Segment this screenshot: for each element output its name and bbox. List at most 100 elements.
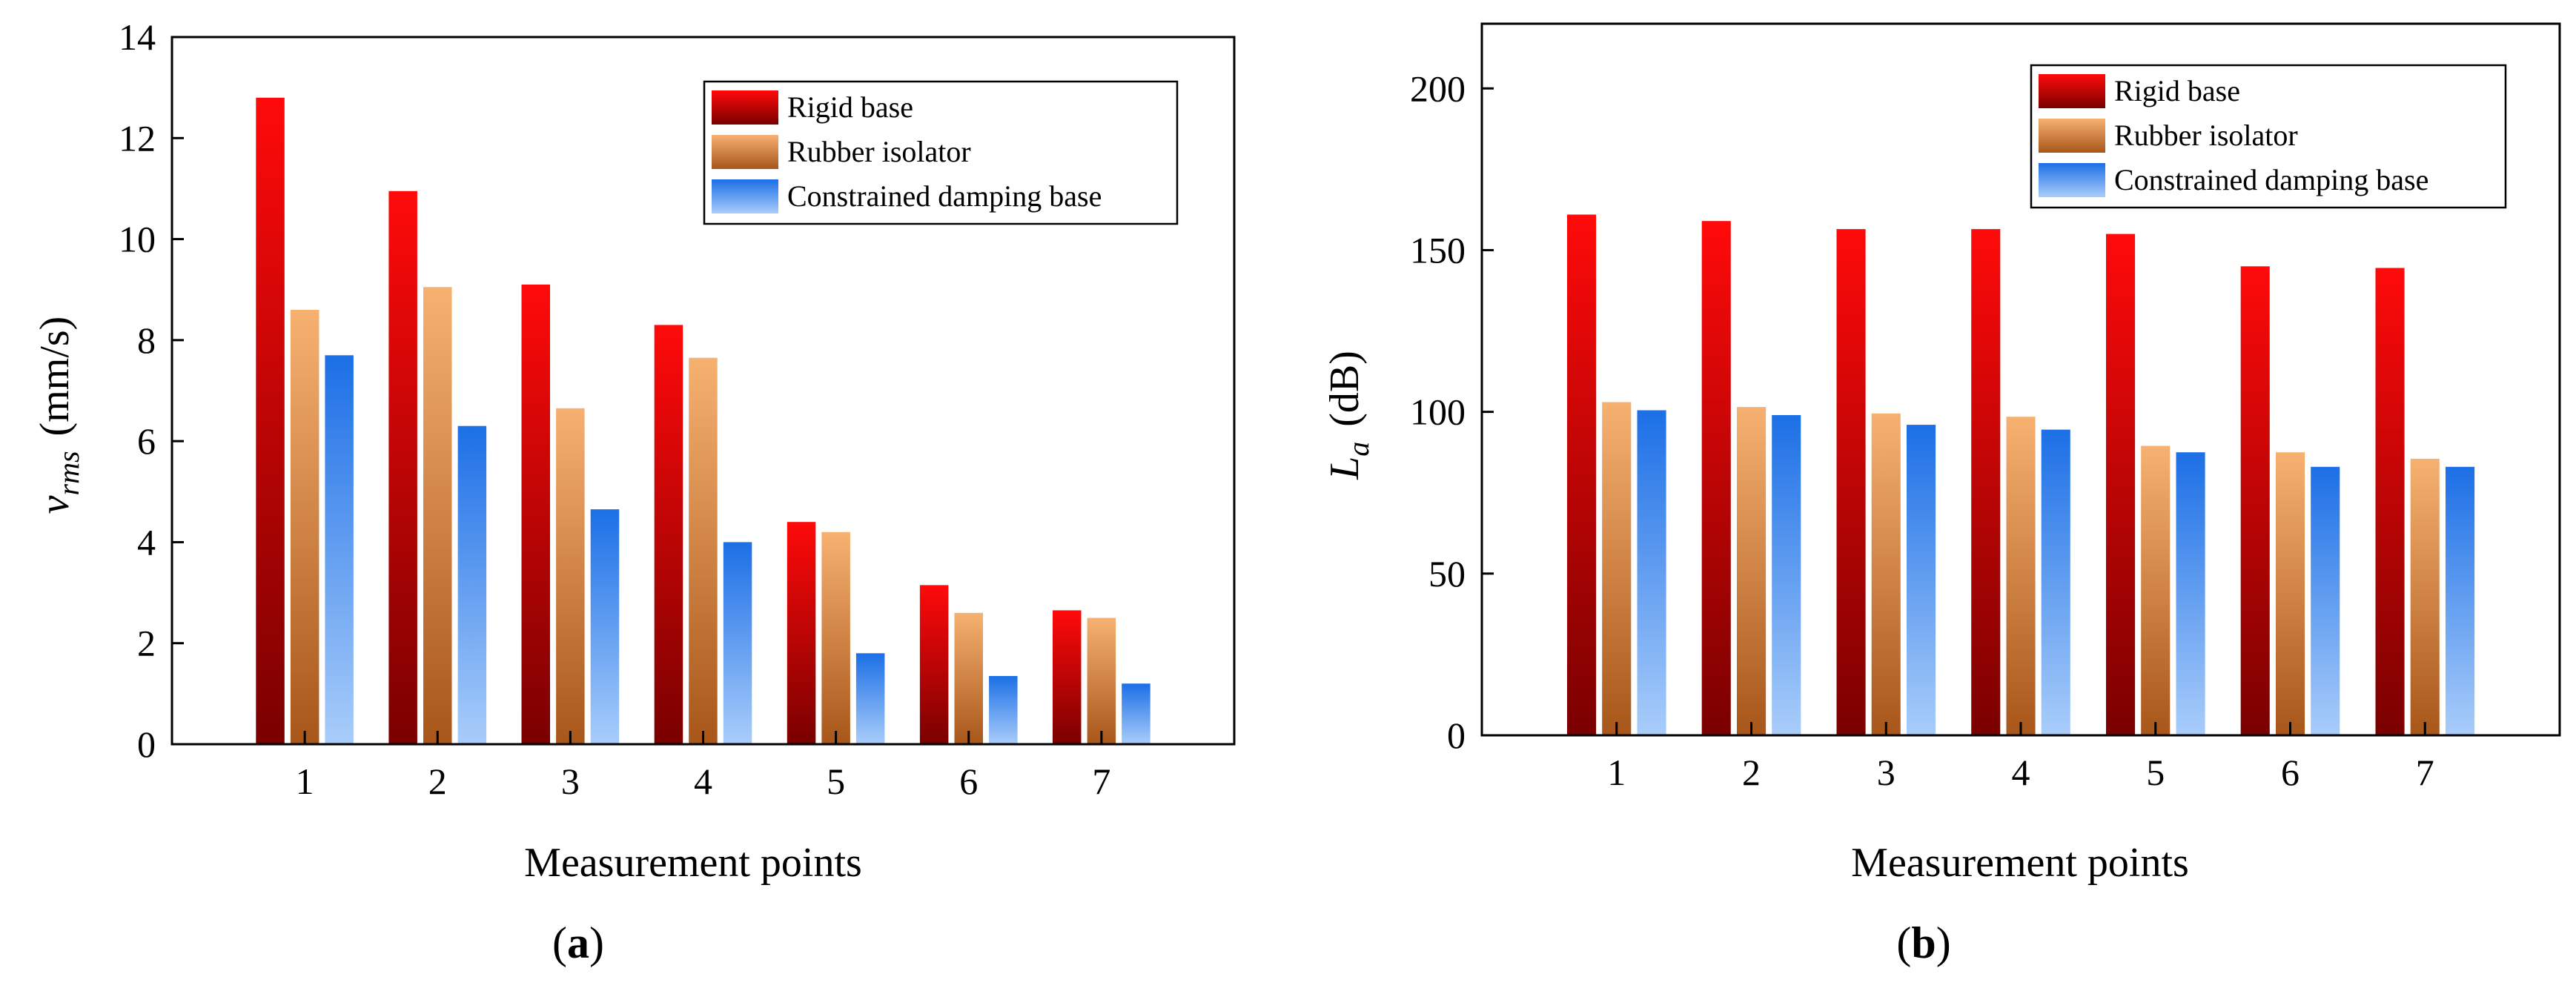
bar-b-rigid-3 <box>1836 229 1866 736</box>
x-axis-title-a: Measurement points <box>524 840 862 886</box>
legend-label-a-damping: Constrained damping base <box>787 179 1102 213</box>
bar-b-rigid-2 <box>1701 221 1731 735</box>
y-tick-label-a-2: 2 <box>137 623 156 664</box>
y-tick-label-b-200: 200 <box>1410 67 1466 109</box>
bar-b-rubber-4 <box>2006 417 2036 735</box>
legend-swatch-b-damping <box>2039 163 2105 197</box>
y-axis-title-b: La (dB) <box>1322 351 1375 480</box>
bar-a-damping-7 <box>1122 683 1150 744</box>
bar-a-rubber-2 <box>423 287 452 744</box>
x-tick-label-a-3: 3 <box>561 761 580 802</box>
y-axis-title-b-unit: (dB) <box>1322 351 1368 427</box>
bar-b-damping-2 <box>1772 415 1801 735</box>
legend-swatch-a-damping <box>712 179 778 213</box>
legend-swatch-b-rubber <box>2039 119 2105 153</box>
bar-a-rigid-6 <box>919 585 949 744</box>
y-axis-title-b-main: L <box>1322 457 1368 480</box>
legend-label-b-rigid: Rigid base <box>2114 74 2240 107</box>
y-tick-label-a-14: 14 <box>119 16 156 58</box>
bar-a-rigid-5 <box>787 522 816 744</box>
bar-a-damping-5 <box>855 653 885 744</box>
bar-b-damping-7 <box>2446 466 2475 735</box>
x-tick-label-a-1: 1 <box>296 761 314 802</box>
bar-a-rubber-6 <box>954 612 983 744</box>
bar-a-damping-3 <box>590 509 620 744</box>
x-tick-label-a-7: 7 <box>1092 761 1110 802</box>
bar-b-rubber-5 <box>2141 445 2171 735</box>
y-tick-label-a-6: 6 <box>137 420 156 462</box>
y-tick-label-a-10: 10 <box>119 219 156 260</box>
y-axis-title-a: vrms (mm/s) <box>32 317 85 514</box>
bar-a-damping-6 <box>989 676 1018 744</box>
bar-b-rubber-6 <box>2276 452 2305 735</box>
x-tick-label-b-6: 6 <box>2281 752 2299 793</box>
y-tick-label-b-150: 150 <box>1410 229 1466 271</box>
legend-label-a-rubber: Rubber isolator <box>787 135 971 168</box>
bar-b-rigid-4 <box>1971 229 2001 736</box>
x-tick-label-b-7: 7 <box>2416 752 2434 793</box>
legend-label-b-rubber: Rubber isolator <box>2114 119 2298 152</box>
y-tick-label-b-100: 100 <box>1410 391 1466 433</box>
x-tick-label-b-4: 4 <box>2012 752 2030 793</box>
bar-b-rigid-5 <box>2106 233 2136 736</box>
bar-a-rubber-7 <box>1087 617 1116 744</box>
bar-b-rigid-6 <box>2240 266 2270 735</box>
y-tick-label-a-0: 0 <box>137 723 156 765</box>
y-axis-title-a-main: v <box>32 495 78 514</box>
bar-a-rigid-1 <box>256 97 285 745</box>
x-tick-label-a-6: 6 <box>959 761 978 802</box>
x-tick-label-a-5: 5 <box>827 761 845 802</box>
plot-area-b: 0 50 100 150 200 1 2 3 4 5 6 7 Rigid base Rubber isol… <box>1410 22 2561 793</box>
bar-a-rigid-7 <box>1053 610 1082 744</box>
legend-label-b-damping: Constrained damping base <box>2114 163 2428 196</box>
legend-label-a-rigid: Rigid base <box>787 90 913 124</box>
panel-label-b: (b) <box>1896 918 1950 967</box>
y-tick-label-a-12: 12 <box>119 117 156 159</box>
bar-b-damping-5 <box>2176 452 2205 735</box>
x-tick-label-b-3: 3 <box>1877 752 1895 793</box>
x-tick-label-a-2: 2 <box>428 761 447 802</box>
legend-swatch-b-rigid <box>2039 74 2105 108</box>
bar-b-rigid-7 <box>2375 268 2405 735</box>
bar-a-damping-2 <box>457 425 487 744</box>
bar-b-damping-1 <box>1637 410 1666 735</box>
bar-b-rubber-7 <box>2410 458 2440 735</box>
y-tick-label-a-4: 4 <box>137 521 156 563</box>
bar-a-rubber-5 <box>821 531 850 744</box>
y-tick-label-b-50: 50 <box>1428 553 1466 594</box>
x-tick-label-a-4: 4 <box>694 761 712 802</box>
panel-label-a: (a) <box>552 918 604 967</box>
bar-a-rubber-3 <box>556 408 585 744</box>
bar-b-rubber-1 <box>1602 402 1632 735</box>
legend-box-a <box>703 80 1179 225</box>
bar-b-rigid-1 <box>1567 214 1597 735</box>
x-tick-label-b-1: 1 <box>1607 752 1626 793</box>
y-axis-title-a-unit: (mm/s) <box>32 317 78 437</box>
bar-b-rubber-2 <box>1737 407 1767 735</box>
chart-panel-b: 0 50 100 150 200 1 2 3 4 5 6 7 Rigid base Rubber isol… <box>1322 22 2561 967</box>
bar-b-rubber-3 <box>1871 413 1901 735</box>
x-axis-title-b: Measurement points <box>1851 840 2189 886</box>
bar-a-rigid-2 <box>388 190 417 744</box>
bar-b-damping-3 <box>1907 425 1936 735</box>
bar-a-rubber-1 <box>290 310 319 744</box>
bar-a-damping-4 <box>723 542 752 744</box>
x-tick-label-b-2: 2 <box>1742 752 1761 793</box>
y-axis-title-a-sub: rms <box>52 451 85 495</box>
bar-a-damping-1 <box>325 355 354 744</box>
legend-b: Rigid base Rubber isolator Constrained dam… <box>2030 64 2507 209</box>
y-axis-title-b-sub: a <box>1342 442 1375 457</box>
bar-a-rigid-3 <box>521 284 550 744</box>
y-tick-label-b-0: 0 <box>1447 715 1466 756</box>
bar-a-rigid-4 <box>654 325 683 744</box>
legend-a: Rigid base Rubber isolator Constrained dam… <box>703 80 1179 225</box>
bar-b-damping-6 <box>2311 466 2340 735</box>
x-tick-label-b-5: 5 <box>2146 752 2165 793</box>
legend-swatch-a-rubber <box>712 135 778 169</box>
y-tick-label-a-8: 8 <box>137 319 156 361</box>
legend-box-b <box>2030 64 2507 209</box>
bar-a-rubber-4 <box>689 357 718 744</box>
